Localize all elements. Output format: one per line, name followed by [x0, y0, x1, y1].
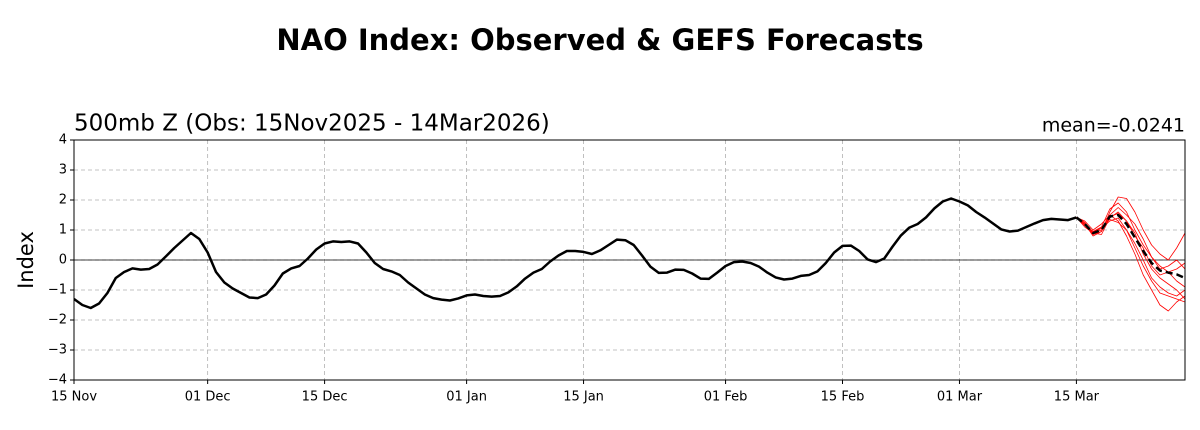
y-tick-label: −4 [48, 373, 67, 388]
y-tick-label: 0 [59, 253, 67, 268]
data-line [1076, 214, 1185, 312]
y-tick-label: 4 [59, 133, 67, 148]
data-line [1076, 211, 1185, 300]
y-axis-label: Index [14, 231, 38, 289]
plot-frame [73, 139, 1186, 381]
data-line [1076, 217, 1185, 297]
y-tick-label: −3 [48, 343, 67, 358]
x-tick-label: 15 Nov [51, 390, 97, 405]
mean-line [1075, 213, 1185, 280]
x-tick-label: 15 Mar [1054, 390, 1100, 405]
y-tick-label: −2 [48, 313, 67, 328]
chart-title: NAO Index: Observed & GEFS Forecasts [276, 23, 923, 57]
y-tick-label: −1 [48, 283, 67, 298]
data-line [1076, 213, 1185, 288]
x-tick-label: 01 Mar [937, 390, 983, 405]
x-tick-label: 15 Jan [563, 390, 604, 405]
y-tick-label: 3 [59, 163, 67, 178]
x-tick-label: 01 Dec [185, 390, 231, 405]
x-tick-label: 01 Feb [704, 390, 748, 405]
x-tick-label: 15 Feb [821, 390, 865, 405]
y-tick-label: 2 [59, 193, 67, 208]
chart-subtitle: 500mb Z (Obs: 15Nov2025 - 14Mar2026) [74, 111, 550, 137]
mean-annotation: mean=-0.0241 [1042, 115, 1185, 137]
y-tick-label: 1 [59, 223, 67, 238]
data-line [1076, 196, 1185, 261]
data-line [74, 197, 1077, 310]
x-tick-label: 15 Dec [302, 390, 348, 405]
x-tick-label: 01 Jan [446, 390, 487, 405]
